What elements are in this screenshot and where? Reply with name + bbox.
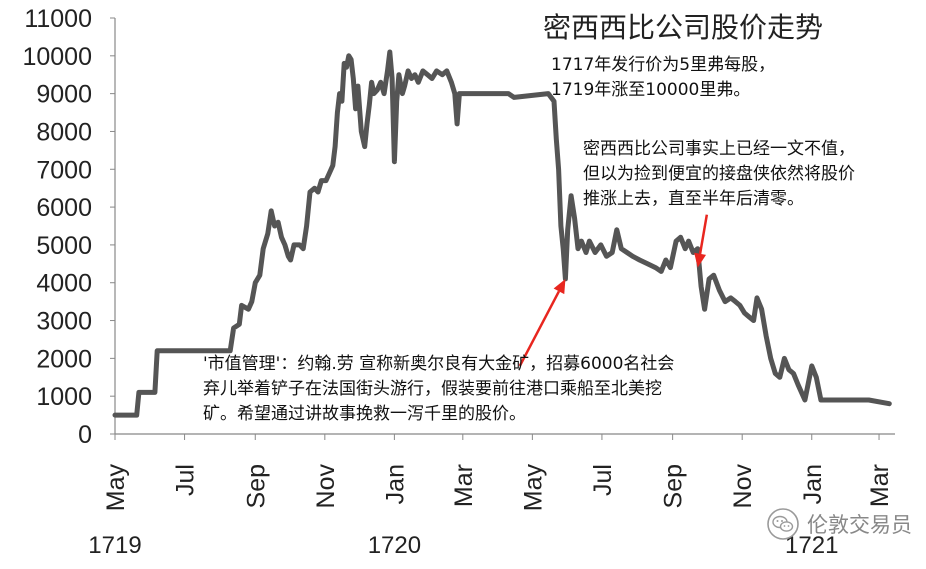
x-tick-label: May [519, 464, 547, 512]
annotation-market-management: '市值管理'：约翰.劳 宣称新奥尔良有大金矿，招募6000名社会 弃儿举着铲子在… [203, 352, 674, 427]
chart-title: 密西西比公司股价走势 [543, 11, 824, 44]
x-tick-label: Sep [660, 464, 688, 508]
annotation-worthless: 密西西比公司事实上已经一文不值， 但以为捡到便宜的接盘侠依然将股价 推涨上去，直… [583, 137, 855, 212]
annotation-line: 密西西比公司事实上已经一文不值， [583, 139, 855, 159]
annotation-arrows [518, 214, 709, 367]
annotation-line: 但以为捡到便宜的接盘侠依然将股价 [583, 164, 855, 184]
annotation-line: '市值管理'：约翰.劳 宣称新奥尔良有大金矿，招募6000名社会 [203, 354, 675, 374]
annotation-arrow-shaft [518, 290, 561, 367]
y-tick-label: 3000 [36, 308, 92, 336]
x-tick-label: May [102, 464, 130, 512]
year-label: 1719 [88, 532, 141, 559]
wechat-logo-icon [767, 508, 799, 540]
watermark-text: 伦敦交易员 [807, 513, 912, 537]
annotation-arrow-head [694, 252, 707, 268]
y-tick-label: 1000 [36, 383, 92, 411]
y-tick-label: 2000 [36, 345, 92, 373]
annotation-issue-price: 1717年发行价为5里弗每股， 1719年涨至10000里弗。 [551, 53, 775, 103]
y-tick-label: 0 [78, 421, 92, 449]
x-tick-label: Sep [242, 464, 270, 508]
price-line [112, 49, 892, 418]
y-tick-label: 11000 [24, 5, 92, 33]
year-labels: 1719 1720 1721 [88, 532, 838, 559]
x-tick-label: Nov [729, 464, 757, 509]
y-tick-labels: 0 1000 2000 3000 4000 5000 6000 7000 8000 9000 100… [22, 5, 115, 449]
watermark: 伦敦交易员 [767, 506, 912, 542]
y-tick-label: 6000 [36, 194, 92, 222]
y-tick-label: 10000 [22, 43, 92, 71]
series-group [112, 49, 892, 418]
annotation-line: 1717年发行价为5里弗每股， [551, 55, 776, 75]
x-tick-label: Mar [450, 464, 478, 507]
x-tick-label: Jan [381, 464, 409, 504]
y-tick-label: 8000 [36, 118, 92, 146]
x-tick-label: Jul [589, 464, 617, 496]
x-tick-label: Mar [866, 464, 894, 507]
x-tick-label: Nov [312, 464, 340, 509]
annotation-line: 弃儿举着铲子在法国街头游行，假装要前往港口乘船至北美挖 [203, 379, 662, 399]
annotation-arrow-head [553, 278, 566, 295]
y-tick-label: 4000 [36, 270, 92, 298]
annotation-line: 推涨上去，直至半年后清零。 [583, 189, 804, 209]
y-tick-label: 9000 [36, 81, 92, 109]
y-tick-label: 5000 [36, 232, 92, 260]
x-tick-label: Jul [172, 464, 200, 496]
year-label: 1720 [368, 532, 421, 559]
x-tick-labels: May Jul Sep Nov Jan Mar May Jul Sep Nov Jan Mar [102, 434, 894, 511]
x-tick-label: Jan [799, 464, 827, 504]
annotation-line: 1719年涨至10000里弗。 [551, 80, 751, 100]
y-tick-label: 7000 [36, 156, 92, 184]
year-label: 1721 [785, 532, 838, 559]
annotation-arrow-shaft [698, 214, 709, 255]
annotation-line: 矿。希望通过讲故事挽救一泻千里的股价。 [203, 404, 526, 424]
axes [114, 18, 895, 435]
